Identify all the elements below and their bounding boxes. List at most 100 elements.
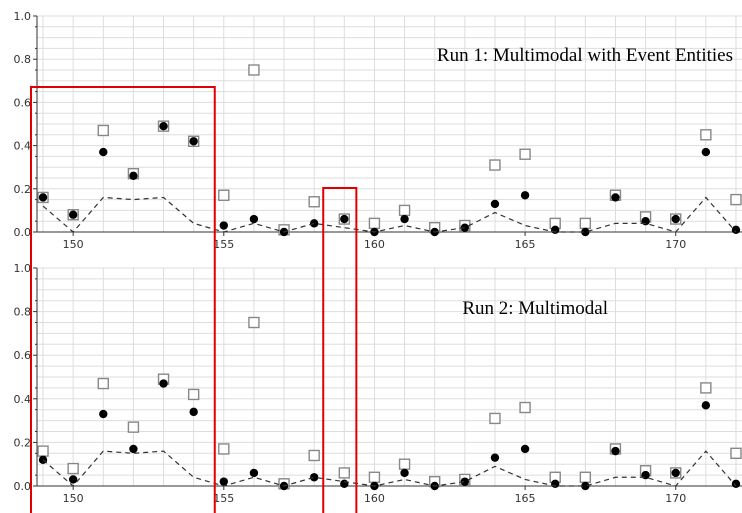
open-square-point [368,217,381,230]
open-square-point [398,204,411,217]
filled-circle-point [340,479,349,489]
open-square-point [67,462,79,475]
open-square-point [127,421,140,433]
filled-circle-point [671,468,680,478]
filled-circle-point [38,193,48,202]
filled-circle-point [219,221,228,230]
grid [37,267,742,487]
filled-circle-point [68,475,78,484]
filled-circle-point [581,481,590,491]
open-square-point [700,129,712,141]
filled-circle-point [99,147,108,157]
open-square-point [730,447,742,459]
open-square-point [489,159,501,171]
filled-circle-point [129,444,138,454]
y-tick-label: 0.6 [14,349,32,362]
open-square-point [730,193,742,206]
series-dashed-line [42,196,737,233]
x-tick-label: 160 [364,238,385,251]
y-tick-label: 0.0 [14,480,32,493]
y-tick-label: 0.8 [14,306,32,319]
filled-circle-point [701,401,711,410]
open-square-point [308,196,320,208]
open-square-point [248,316,260,329]
open-square-point [519,401,531,414]
filled-circle-point [490,453,500,462]
y-tick-label: 1.0 [14,10,32,23]
series-filled-circle [38,121,741,237]
filled-circle-point [460,477,470,486]
series-open-square [37,64,742,236]
open-square-point [579,471,592,483]
filled-circle-point [460,223,470,232]
x-tick-label: 155 [213,492,234,505]
filled-circle-point [159,379,168,388]
filled-circle-point [189,407,198,417]
x-tick-label: 165 [515,238,536,251]
filled-circle-point [731,479,741,489]
filled-circle-point [701,147,711,157]
filled-circle-point [189,137,198,146]
x-tick-label: 170 [665,238,686,251]
filled-circle-point [611,193,620,202]
dashed-line [42,196,737,233]
filled-circle-point [490,199,500,209]
y-tick-label: 0.8 [14,53,32,66]
open-square-point [398,458,411,470]
dashed-line [42,450,737,487]
highlight-box [30,86,216,513]
open-square-point [248,64,260,76]
panel-run-2: 0.0 0.2 0.4 0.6 0.8 1.0 150 155 160 165 170 Run 2: … [14,262,742,505]
filled-circle-point [309,473,319,482]
filled-circle-point [340,214,349,224]
x-tick-label: 155 [213,238,234,251]
open-square-point [519,148,531,160]
filled-circle-point [581,227,590,237]
open-square-point [97,377,109,390]
filled-circle-point [520,191,530,200]
filled-circle-point [129,171,138,181]
filled-circle-point [99,409,108,419]
open-square-point [308,449,320,462]
open-square-point [97,124,109,137]
open-square-point [700,382,712,394]
y-tick-label: 0.0 [14,226,32,239]
open-square-point [218,443,230,455]
filled-circle-point [671,214,680,224]
panel-title: Run 2: Multimodal [462,298,608,319]
series-dashed-line [42,450,737,487]
y-tick-label: 0.2 [14,436,32,449]
y-tick-label: 1.0 [14,262,32,275]
filled-circle-point [249,214,259,224]
open-square-point [579,217,592,230]
open-square-point [489,412,501,425]
open-square-point [218,189,230,201]
highlight-box [322,187,358,513]
open-square-point [338,467,351,479]
open-square-point [368,471,381,483]
x-tick-label: 160 [364,492,385,505]
series-open-square [37,316,742,490]
highlight-boxes [30,86,358,513]
filled-circle-point [309,219,319,228]
filled-circle-point [611,446,620,456]
open-square-point [187,388,200,401]
filled-circle-point [641,470,650,480]
filled-circle-point [400,214,409,224]
filled-circle-point [400,468,409,478]
filled-circle-point [68,210,78,219]
y-tick-label: 0.4 [14,393,32,406]
filled-circle-point [249,468,259,478]
panel-title: Run 1: Multimodal with Event Entities [437,45,733,66]
filled-circle-point [219,477,228,486]
filled-circle-point [641,217,650,226]
x-tick-label: 150 [63,492,84,505]
x-tick-label: 165 [515,492,536,505]
y-tick-label: 0.6 [14,96,32,109]
y-tick-label: 0.4 [14,140,32,153]
filled-circle-point [520,444,530,454]
filled-circle-point [551,479,560,489]
filled-circle-point [159,121,168,131]
filled-circle-point [731,225,741,235]
open-square-point [37,445,49,457]
